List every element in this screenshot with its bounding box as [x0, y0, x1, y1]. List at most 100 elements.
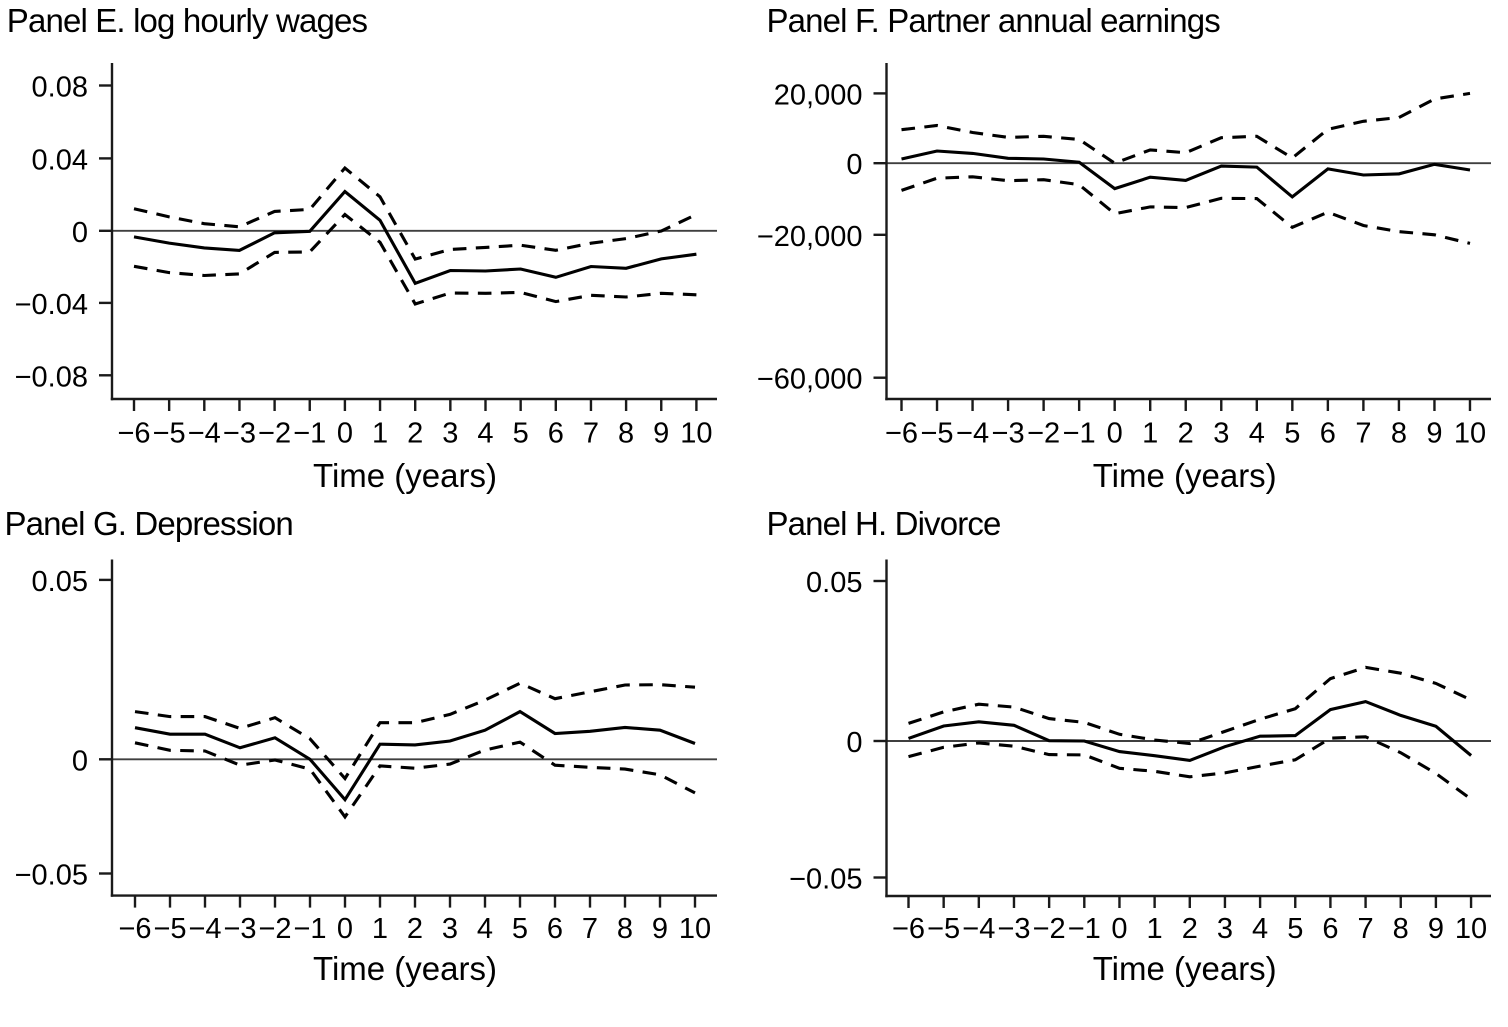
- x-tick-label: 1: [1147, 913, 1163, 945]
- y-tick-label: −0.08: [15, 361, 88, 393]
- series-point-estimate: [901, 149, 1471, 199]
- series-point-estimate: [133, 189, 697, 286]
- x-tick-label: 9: [653, 418, 669, 450]
- x-tick-label: 10: [679, 913, 711, 945]
- x-tick-label: −5: [153, 418, 186, 450]
- panel-title: Panel E. log hourly wages: [7, 2, 368, 39]
- series-upper-confidence-bound: [133, 165, 698, 261]
- x-tick-label: 9: [1428, 913, 1444, 945]
- x-tick-label: −1: [293, 418, 326, 450]
- x-tick-label: 1: [1142, 418, 1158, 450]
- x-tick-label: 5: [512, 913, 528, 945]
- panel-divorce: Panel H. Divorce 0.05 0 −0.05 −6 −5 −4 −3 −2 −1 0…: [767, 505, 1491, 987]
- series-upper-confidence-bound: [901, 91, 1471, 165]
- x-tick-label: 8: [618, 418, 634, 450]
- series-lower-confidence-bound: [908, 735, 1473, 801]
- x-tick-label: 10: [1454, 418, 1486, 450]
- x-tick-label: −1: [293, 913, 326, 945]
- x-tick-label: 10: [680, 418, 712, 450]
- x-tick-label: −4: [962, 913, 995, 945]
- x-tick-label: 5: [1284, 418, 1300, 450]
- x-tick-label: −3: [997, 913, 1030, 945]
- x-tick-label: 9: [652, 913, 668, 945]
- x-axis-title: Time (years): [313, 457, 497, 494]
- x-axis-title: Time (years): [313, 950, 497, 987]
- x-tick-label: 6: [1322, 913, 1338, 945]
- x-tick-label: −4: [188, 913, 221, 945]
- x-tick-label: 5: [1287, 913, 1303, 945]
- panel-partner-annual-earnings: Panel F. Partner annual earnings 20,000 0…: [757, 2, 1491, 494]
- x-tick-label: −3: [223, 913, 256, 945]
- series-point-estimate: [907, 699, 1473, 762]
- y-tick-label: 0: [72, 217, 88, 249]
- series-lower-confidence-bound: [134, 740, 696, 820]
- plot-area: 0.080.040−0.04−0.08−6 −5 −4 −3 −2 −1 0 1 2 3 4 5 6 7 8…: [15, 63, 717, 450]
- x-tick-label: 2: [1178, 418, 1194, 450]
- y-tick-label: 0.04: [32, 144, 88, 176]
- x-tick-label: −5: [920, 418, 953, 450]
- x-tick-label: −6: [118, 913, 151, 945]
- x-tick-label: 3: [442, 418, 458, 450]
- series-upper-confidence-bound: [134, 681, 696, 782]
- plot-area: 0.050−0.05−6 −5 −4 −3 −2 −1 0 1 2 3 4 5 6 7 8 9 10: [789, 559, 1491, 945]
- x-tick-label: 2: [407, 418, 423, 450]
- panel-title: Panel H. Divorce: [767, 505, 1001, 542]
- x-tick-label: 2: [1182, 913, 1198, 945]
- x-tick-label: 0: [337, 913, 353, 945]
- x-tick-label: −1: [1068, 913, 1101, 945]
- x-tick-label: 2: [407, 913, 423, 945]
- x-tick-label: 1: [372, 418, 388, 450]
- series-lower-confidence-bound: [133, 212, 697, 306]
- x-tick-label: 3: [1213, 418, 1229, 450]
- y-tick-label: −0.05: [789, 864, 862, 896]
- y-tick-label: 0.05: [32, 566, 88, 598]
- y-tick-label: 0: [72, 745, 88, 777]
- x-tick-label: −4: [188, 418, 221, 450]
- x-tick-label: 7: [582, 913, 598, 945]
- x-tick-label: 5: [513, 418, 529, 450]
- x-tick-label: 4: [1249, 418, 1265, 450]
- series-lower-confidence-bound: [900, 175, 1471, 245]
- x-tick-label: −5: [153, 913, 186, 945]
- y-tick-label: −20,000: [757, 221, 863, 253]
- series-point-estimate: [134, 709, 696, 803]
- x-tick-label: 8: [1393, 913, 1409, 945]
- x-tick-label: 4: [477, 913, 493, 945]
- x-tick-label: 6: [1320, 418, 1336, 450]
- x-tick-label: 6: [548, 418, 564, 450]
- y-tick-label: 0: [846, 727, 862, 759]
- x-tick-label: −6: [117, 418, 150, 450]
- y-tick-label: 20,000: [774, 79, 863, 111]
- x-tick-label: −2: [1033, 913, 1066, 945]
- x-tick-label: −1: [1063, 418, 1096, 450]
- x-tick-label: −2: [1027, 418, 1060, 450]
- x-tick-label: −2: [258, 913, 291, 945]
- x-tick-label: 8: [1391, 418, 1407, 450]
- panel-title: Panel G. Depression: [5, 505, 293, 542]
- panel-title: Panel F. Partner annual earnings: [767, 2, 1221, 39]
- panel-depression: Panel G. Depression 0.05 0 −0.05 −6 −5 −4 −3 −2…: [5, 505, 717, 987]
- x-tick-label: 9: [1426, 418, 1442, 450]
- x-tick-label: 10: [1455, 913, 1487, 945]
- y-tick-label: −60,000: [757, 364, 863, 396]
- x-tick-label: 0: [337, 418, 353, 450]
- x-tick-label: 1: [372, 913, 388, 945]
- x-tick-label: 4: [1252, 913, 1268, 945]
- x-tick-label: 8: [617, 913, 633, 945]
- y-tick-label: 0.05: [806, 567, 862, 599]
- x-tick-label: −6: [885, 418, 918, 450]
- x-axis-title: Time (years): [1093, 950, 1277, 987]
- x-tick-label: −3: [223, 418, 256, 450]
- y-tick-label: 0: [846, 149, 862, 181]
- x-tick-label: 3: [1217, 913, 1233, 945]
- x-tick-label: −3: [992, 418, 1025, 450]
- x-tick-label: −2: [258, 418, 291, 450]
- y-tick-label: −0.04: [15, 289, 88, 321]
- x-tick-label: 7: [1355, 418, 1371, 450]
- series-upper-confidence-bound: [908, 665, 1472, 746]
- x-tick-label: −6: [892, 913, 925, 945]
- y-tick-label: −0.05: [15, 860, 88, 892]
- x-tick-label: 6: [547, 913, 563, 945]
